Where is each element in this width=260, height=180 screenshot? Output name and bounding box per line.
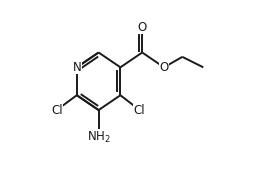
Text: Cl: Cl <box>134 103 145 117</box>
Text: NH$_2$: NH$_2$ <box>87 130 110 145</box>
Text: O: O <box>159 61 169 74</box>
Text: N: N <box>73 61 81 74</box>
Text: Cl: Cl <box>51 103 63 117</box>
Text: O: O <box>138 21 147 34</box>
